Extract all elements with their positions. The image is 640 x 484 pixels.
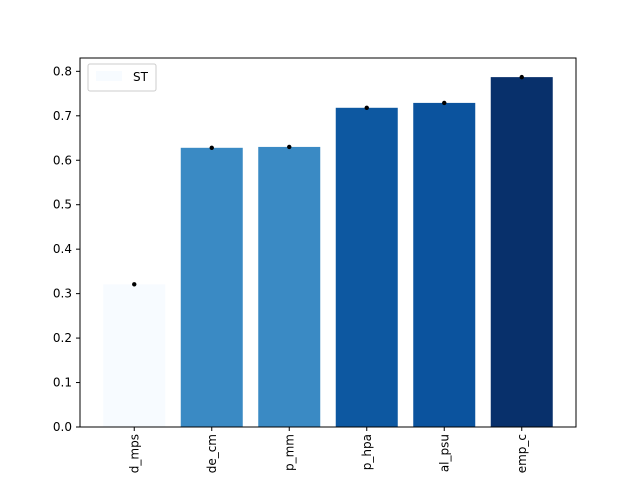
error-point — [364, 105, 369, 110]
y-tick-label: 0.0 — [53, 420, 72, 434]
y-tick-label: 0.5 — [53, 198, 72, 212]
plot-frame — [79, 57, 577, 428]
error-point — [442, 100, 447, 106]
bar — [413, 102, 476, 428]
legend-swatch — [96, 71, 122, 81]
y-tick-label: 0.1 — [53, 376, 72, 390]
bar — [490, 77, 553, 428]
error-point — [132, 282, 137, 287]
y-tick-label: 0.2 — [53, 331, 72, 345]
bars-layer — [103, 77, 553, 428]
bar — [180, 147, 243, 428]
bar — [103, 284, 166, 427]
error-point — [209, 145, 214, 150]
legend-label: ST — [133, 70, 149, 84]
error-bars-layer — [132, 74, 524, 287]
x-tick-label: p_mm — [282, 434, 296, 471]
y-tick-label: 0.8 — [53, 64, 72, 78]
error-point — [519, 74, 524, 80]
legend: ST — [87, 63, 157, 92]
bar — [258, 146, 321, 428]
y-tick-label: 0.7 — [53, 109, 72, 123]
x-tick-label: d_mps — [127, 434, 141, 473]
axes-layer: 0.0 0.1 0.2 0.3 0.4 0.5 0.6 0.7 0.8 d_mps de_cm p_m… — [53, 57, 577, 473]
y-tick-label: 0.3 — [53, 287, 72, 301]
y-tick-label: 0.6 — [53, 153, 72, 167]
x-tick-label: de_cm — [205, 434, 219, 473]
x-tick-label: emp_c — [515, 434, 529, 473]
x-tick-label: al_psu — [437, 434, 451, 472]
x-tick-label: p_hpa — [360, 434, 374, 470]
error-point — [287, 144, 292, 150]
y-tick-label: 0.4 — [53, 242, 72, 256]
x-tick-labels: d_mps de_cm p_mm p_hpa al_psu emp_c — [127, 434, 529, 473]
bar — [335, 107, 398, 427]
